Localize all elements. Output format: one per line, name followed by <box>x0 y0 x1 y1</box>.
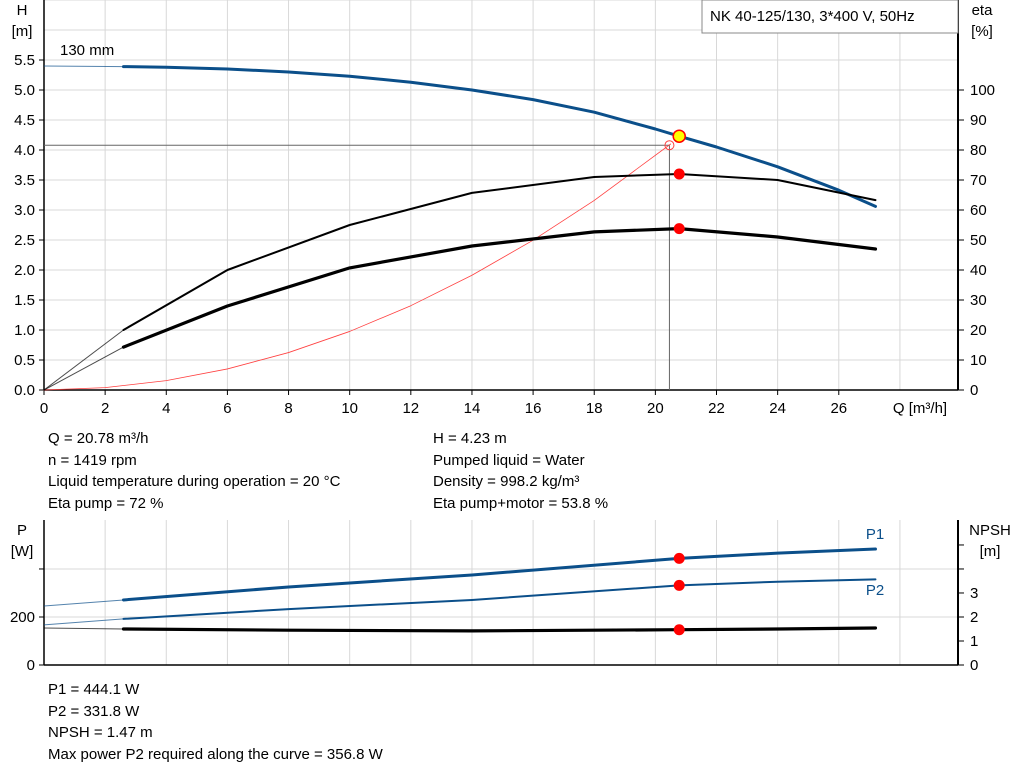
npsh-axis-unit: [m] <box>980 543 1001 560</box>
x-tick-label: 10 <box>341 400 358 417</box>
eta-pump-curve <box>122 173 877 331</box>
info-density: Density = 998.2 kg/m³ <box>433 473 580 490</box>
p2-label: P2 <box>866 582 884 599</box>
eta-pump-motor-curve-extension <box>43 346 124 391</box>
info-top-right: H = 4.23 m Pumped liquid = Water Density… <box>433 428 608 514</box>
title-box <box>701 0 959 34</box>
y2-tick-label: 100 <box>970 82 995 99</box>
info-eta-total: Eta pump+motor = 53.8 % <box>433 494 609 512</box>
info-liquid: Pumped liquid = Water <box>433 451 585 469</box>
info-p2: P2 = 331.8 W <box>48 702 140 720</box>
npsh-curve-extension <box>43 627 124 630</box>
y-tick-label: 0.5 <box>14 352 35 369</box>
y-tick-label: 1.5 <box>14 292 35 309</box>
y-tick-label: 5.5 <box>14 52 35 69</box>
y-tick-label: 0.0 <box>14 382 35 399</box>
y2-axis-label: eta <box>972 2 994 19</box>
p-axis-label: P <box>17 522 27 539</box>
x-tick-label: 14 <box>464 400 481 417</box>
y2-tick-label: 80 <box>970 142 987 159</box>
y-tick-label: 5.0 <box>14 82 35 99</box>
p-tick-label: 200 <box>10 609 35 626</box>
y2-tick-label: 20 <box>970 322 987 339</box>
x-tick-label: 18 <box>586 400 603 417</box>
npsh-axis-label: NPSH <box>969 522 1011 539</box>
x-tick-label: 6 <box>223 400 231 417</box>
x-tick-label: 2 <box>101 400 109 417</box>
x-axis-label: Q [m³/h] <box>893 400 947 417</box>
p1-marker <box>673 552 685 564</box>
y-axis-label: H <box>17 2 28 19</box>
y2-tick-label: 60 <box>970 202 987 219</box>
info-top-left: Q = 20.78 m³/h n = 1419 rpm Liquid tempe… <box>48 428 340 514</box>
y2-axis-unit: [%] <box>971 23 993 40</box>
y2-tick-label: 0 <box>970 382 978 399</box>
info-eta-pump: Eta pump = 72 % <box>48 494 164 512</box>
curve-label: 130 mm <box>60 42 114 59</box>
x-tick-label: 20 <box>647 400 664 417</box>
y2-tick-label: 30 <box>970 292 987 309</box>
head-curve <box>121 65 877 208</box>
eta-pump-marker <box>673 168 685 180</box>
p2-curve-extension <box>43 618 124 626</box>
npsh-tick-label: 3 <box>970 585 978 602</box>
y-tick-label: 4.5 <box>14 112 35 129</box>
npsh-tick-label: 0 <box>970 657 978 674</box>
p-axis-unit: [W] <box>11 543 34 560</box>
y2-tick-label: 70 <box>970 172 987 189</box>
info-n: n = 1419 rpm <box>48 451 137 469</box>
y-tick-label: 3.5 <box>14 172 35 189</box>
p-tick-label: 0 <box>27 657 35 674</box>
x-tick-label: 8 <box>284 400 292 417</box>
npsh-tick-label: 1 <box>970 633 978 650</box>
x-tick-label: 24 <box>769 400 786 417</box>
npsh-tick-label: 2 <box>970 609 978 626</box>
eta-pump-curve-extension <box>43 329 124 391</box>
p1-curve <box>121 547 877 602</box>
duty-point-marker <box>672 129 686 143</box>
npsh-curve <box>121 626 878 633</box>
p2-marker <box>673 579 685 591</box>
y-axis-unit: [m] <box>12 23 33 40</box>
info-bottom: P1 = 444.1 W P2 = 331.8 W NPSH = 1.47 m … <box>48 679 383 765</box>
x-tick-label: 26 <box>830 400 847 417</box>
y-tick-label: 4.0 <box>14 142 35 159</box>
npsh-marker <box>673 624 685 636</box>
p2-curve <box>122 578 877 620</box>
y2-tick-label: 90 <box>970 112 987 129</box>
info-max-p2: Max power P2 required along the curve = … <box>48 745 383 763</box>
x-tick-label: 0 <box>40 400 48 417</box>
x-tick-label: 12 <box>402 400 419 417</box>
info-npsh: NPSH = 1.47 m <box>48 724 153 741</box>
y2-tick-label: 40 <box>970 262 987 279</box>
info-h: H = 4.23 m <box>433 430 507 447</box>
system-curve <box>43 143 672 391</box>
x-tick-label: 22 <box>708 400 725 417</box>
y-tick-label: 2.5 <box>14 232 35 249</box>
y2-tick-label: 10 <box>970 352 987 369</box>
p1-curve-extension <box>43 599 124 607</box>
y-tick-label: 3.0 <box>14 202 35 219</box>
info-p1: P1 = 444.1 W <box>48 681 140 698</box>
requested-point-marker <box>664 140 675 151</box>
info-temp: Liquid temperature during operation = 20… <box>48 473 341 490</box>
y-tick-label: 2.0 <box>14 262 35 279</box>
eta-pump-motor-curve <box>121 227 878 349</box>
x-tick-label: 16 <box>525 400 542 417</box>
y2-tick-label: 50 <box>970 232 987 249</box>
eta-total-marker <box>673 223 685 235</box>
chart-title: NK 40-125/130, 3*400 V, 50Hz <box>710 8 915 25</box>
info-q: Q = 20.78 m³/h <box>48 430 149 447</box>
head-curve-extension <box>43 65 124 68</box>
p1-label: P1 <box>866 526 884 543</box>
y-tick-label: 1.0 <box>14 322 35 339</box>
x-tick-label: 4 <box>162 400 170 417</box>
